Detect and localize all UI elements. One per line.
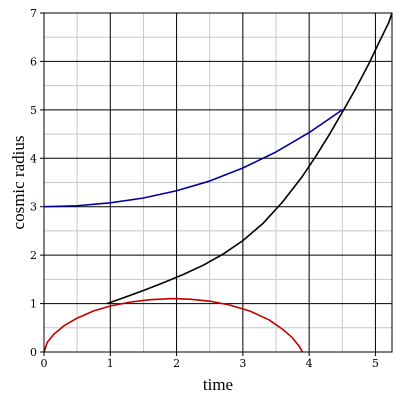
tick-layer <box>40 12 376 356</box>
tick-label-layer: 0 1 2 3 4 5 0 1 2 3 4 5 6 7 <box>30 7 379 370</box>
y-axis-title: cosmic radius <box>9 136 28 230</box>
x-tick-label: 2 <box>173 357 180 370</box>
series-line-3 <box>43 297 304 353</box>
series-line-1 <box>106 12 393 305</box>
y-tick-label: 0 <box>30 346 37 359</box>
y-tick-label: 4 <box>30 152 37 165</box>
y-tick-label: 6 <box>30 55 37 68</box>
x-tick-label: 1 <box>107 357 114 370</box>
plot-frame <box>43 12 393 353</box>
y-tick-label: 2 <box>30 249 37 262</box>
series-layer <box>43 12 393 353</box>
y-tick-label: 7 <box>30 7 37 20</box>
x-tick-label: 4 <box>306 357 313 370</box>
x-tick-label: 5 <box>372 357 379 370</box>
x-tick-label: 0 <box>41 357 48 370</box>
x-axis-title: time <box>203 375 233 394</box>
y-tick-label: 1 <box>30 298 37 311</box>
x-tick-label: 3 <box>239 357 246 370</box>
y-tick-label: 5 <box>30 104 37 117</box>
series-line-2 <box>43 109 343 208</box>
minor-grid <box>44 13 392 352</box>
y-tick-label: 3 <box>30 201 37 214</box>
